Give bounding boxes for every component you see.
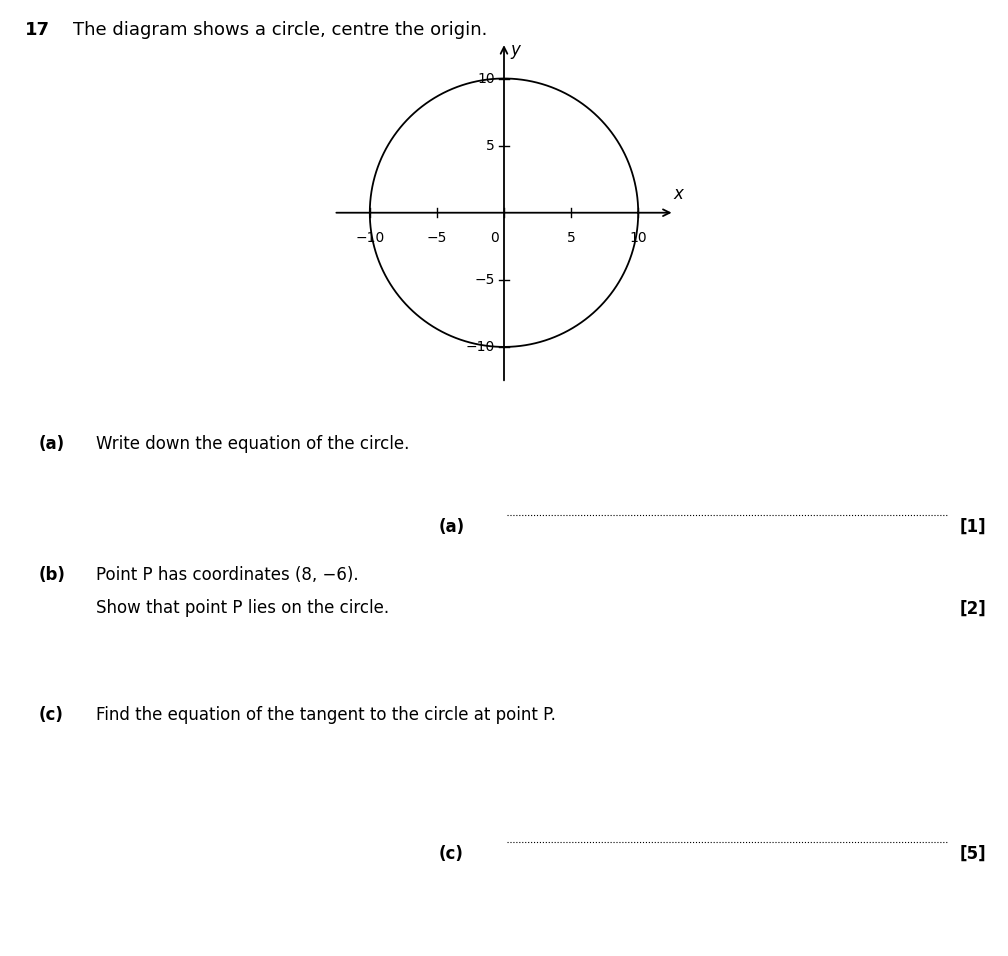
Text: 10: 10 — [477, 72, 495, 85]
Text: 5: 5 — [486, 139, 495, 153]
Text: (c): (c) — [438, 845, 464, 863]
Text: (a): (a) — [438, 518, 465, 536]
Text: x: x — [673, 185, 683, 204]
Text: −10: −10 — [466, 340, 495, 354]
Text: [5]: [5] — [960, 845, 986, 863]
Text: (c): (c) — [38, 706, 64, 724]
Text: The diagram shows a circle, centre the origin.: The diagram shows a circle, centre the o… — [73, 21, 487, 39]
Text: 17: 17 — [25, 21, 50, 39]
Text: −10: −10 — [355, 231, 384, 246]
Text: Write down the equation of the circle.: Write down the equation of the circle. — [96, 435, 409, 453]
Text: Show that point P lies on the circle.: Show that point P lies on the circle. — [96, 599, 389, 618]
Text: y: y — [511, 41, 520, 59]
Text: −5: −5 — [426, 231, 448, 246]
Text: 10: 10 — [629, 231, 647, 246]
Text: [2]: [2] — [960, 599, 987, 618]
Text: (b): (b) — [38, 566, 66, 584]
Text: Point P has coordinates (8, −6).: Point P has coordinates (8, −6). — [96, 566, 359, 584]
Text: −5: −5 — [474, 272, 495, 287]
Text: (a): (a) — [38, 435, 65, 453]
Text: [1]: [1] — [960, 518, 986, 536]
Text: 5: 5 — [566, 231, 576, 246]
Text: Find the equation of the tangent to the circle at point P.: Find the equation of the tangent to the … — [96, 706, 555, 724]
Text: 0: 0 — [490, 231, 499, 246]
